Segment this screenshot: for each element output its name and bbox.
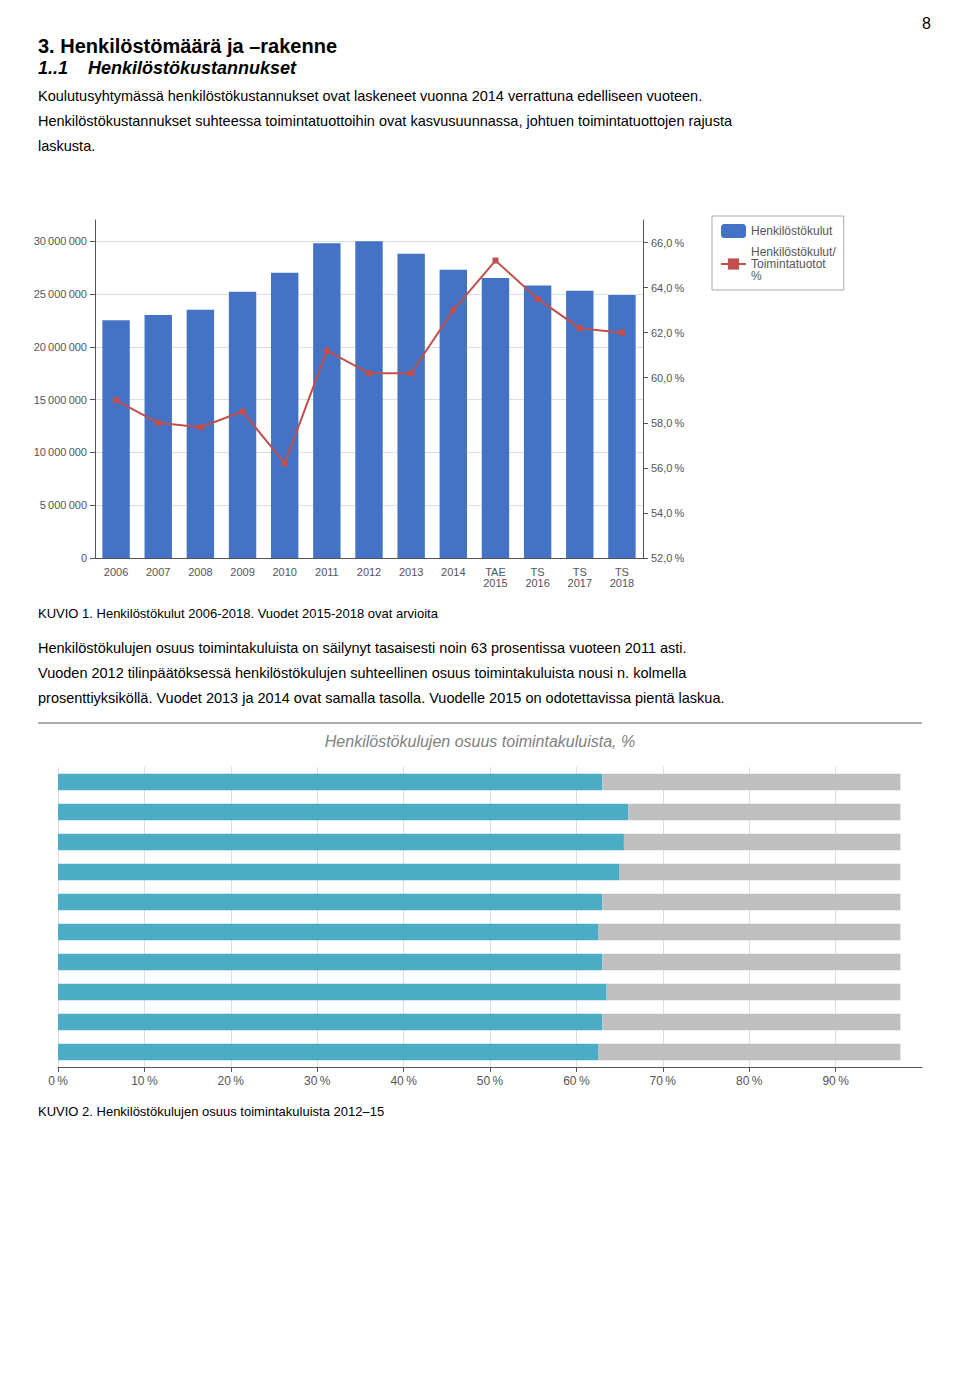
svg-text:10 000 000: 10 000 000 <box>34 446 87 458</box>
svg-text:TS: TS <box>572 565 587 578</box>
svg-text:2015: 2015 <box>483 577 507 589</box>
html-text:Henkilöstökustannukset suhtees: Henkilöstökustannukset suhteessa toimint… <box>38 113 732 129</box>
svg-text:Toimintatuotot: Toimintatuotot <box>751 257 826 271</box>
svg-text:20 000 000: 20 000 000 <box>34 341 87 353</box>
svg-text:2018: 2018 <box>610 577 634 589</box>
svg-text:2013: 2013 <box>399 566 423 578</box>
svg-text:56,0 %: 56,0 % <box>651 462 685 474</box>
svg-text:58,0 %: 58,0 % <box>651 417 685 429</box>
svg-text:50 %: 50 % <box>477 1074 504 1088</box>
svg-text:TAE: TAE <box>485 565 506 578</box>
html-text:Henkilöstökulujen osuus toimin: Henkilöstökulujen osuus toimintakuluista… <box>324 733 636 750</box>
svg-text:60 %: 60 % <box>563 1074 590 1088</box>
svg-text:90 %: 90 % <box>822 1074 849 1088</box>
svg-text:80 %: 80 % <box>736 1074 763 1088</box>
html-text:Vuoden 2012 tilinpäätöksessä h: Vuoden 2012 tilinpäätöksessä henkilöstök… <box>38 665 687 681</box>
svg-text:2007: 2007 <box>146 566 170 578</box>
html-text:KUVIO 2. Henkilöstökulujen osu: KUVIO 2. Henkilöstökulujen osuus toimint… <box>38 1104 385 1119</box>
html-text:Koulutusyhtymässä henkilöstöku: Koulutusyhtymässä henkilöstökustannukset… <box>38 88 703 104</box>
svg-text:2011: 2011 <box>315 566 339 578</box>
html-text:KUVIO 1. Henkilöstökulut 2006-: KUVIO 1. Henkilöstökulut 2006-2018. Vuod… <box>38 606 438 621</box>
svg-text:%: % <box>751 269 762 283</box>
svg-text:25 000 000: 25 000 000 <box>34 288 87 300</box>
svg-text:TS: TS <box>530 565 545 578</box>
svg-text:TS: TS <box>614 565 629 578</box>
svg-text:40 %: 40 % <box>390 1074 417 1088</box>
svg-text:54,0 %: 54,0 % <box>651 507 685 519</box>
svg-text:2014: 2014 <box>441 566 465 578</box>
svg-text:30 000 000: 30 000 000 <box>34 235 87 247</box>
html-text:Henkilöstökulujen osuus toimin: Henkilöstökulujen osuus toimintakuluista… <box>38 640 687 656</box>
svg-text:2017: 2017 <box>568 577 592 589</box>
svg-text:52,0 %: 52,0 % <box>651 552 685 564</box>
svg-text:5 000 000: 5 000 000 <box>40 499 87 511</box>
svg-text:0 %: 0 % <box>48 1074 68 1088</box>
svg-text:Henkilöstökulut: Henkilöstökulut <box>751 224 833 238</box>
svg-text:2009: 2009 <box>230 566 254 578</box>
html-text:8: 8 <box>922 15 931 32</box>
html-text:laskusta.: laskusta. <box>38 138 96 154</box>
svg-text:0: 0 <box>81 552 87 564</box>
svg-text:30 %: 30 % <box>304 1074 331 1088</box>
svg-text:2016: 2016 <box>525 577 549 589</box>
html-text:3. Henkilöstömäärä ja –rakenne: 3. Henkilöstömäärä ja –rakenne <box>38 35 337 57</box>
svg-text:60,0 %: 60,0 % <box>651 372 685 384</box>
svg-text:2006: 2006 <box>104 566 128 578</box>
html-text:prosenttiyksiköllä. Vuodet 201: prosenttiyksiköllä. Vuodet 2013 ja 2014 … <box>38 690 725 706</box>
svg-text:2012: 2012 <box>357 566 381 578</box>
html-text:1..1 Henkilöstökustannukset: 1..1 Henkilöstökustannukset <box>38 58 297 78</box>
svg-text:Henkilöstökulut/: Henkilöstökulut/ <box>751 245 836 259</box>
svg-text:70 %: 70 % <box>650 1074 677 1088</box>
svg-text:66,0 %: 66,0 % <box>651 237 685 249</box>
svg-text:15 000 000: 15 000 000 <box>34 394 87 406</box>
svg-text:2010: 2010 <box>272 566 296 578</box>
svg-text:20 %: 20 % <box>218 1074 245 1088</box>
svg-text:10 %: 10 % <box>131 1074 158 1088</box>
svg-text:2008: 2008 <box>188 566 212 578</box>
svg-text:64,0 %: 64,0 % <box>651 282 685 294</box>
svg-text:62,0 %: 62,0 % <box>651 327 685 339</box>
